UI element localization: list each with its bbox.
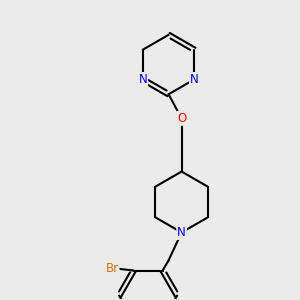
Text: N: N <box>139 73 147 86</box>
Text: N: N <box>177 226 186 239</box>
Text: O: O <box>177 112 186 125</box>
Text: Br: Br <box>106 262 119 275</box>
Text: N: N <box>190 73 199 86</box>
